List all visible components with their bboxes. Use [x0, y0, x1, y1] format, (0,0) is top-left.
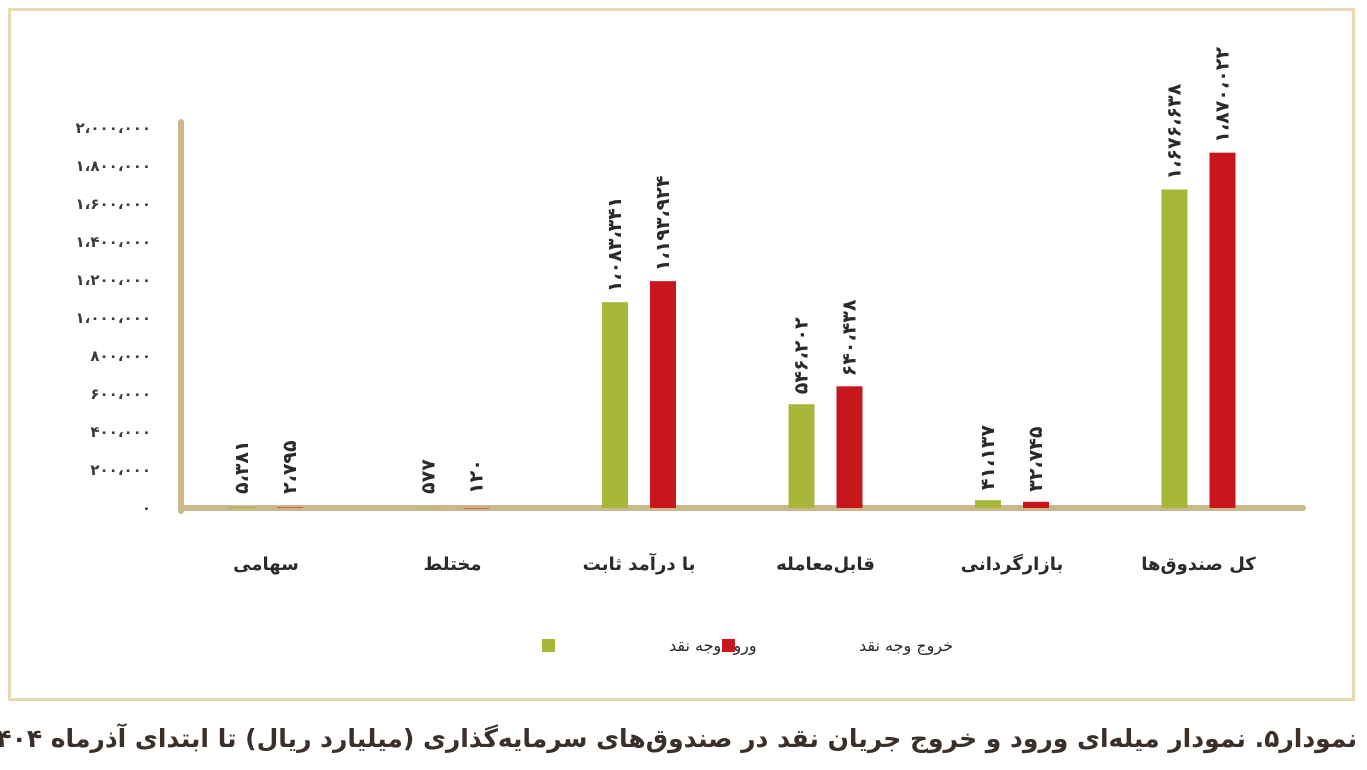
- y-tick-label: ۱،۸۰۰،۰۰۰: [76, 157, 151, 175]
- data-label: ۵۴۶،۲۰۲: [791, 317, 813, 394]
- chart-frame: ۰ ۲۰۰،۰۰۰ ۴۰۰،۰۰۰ ۶۰۰،۰۰۰ ۸۰۰،۰۰۰ ۱،۰۰۰،۰۰۰ ۱،…: [8, 8, 1355, 701]
- bar: [277, 507, 303, 508]
- bar-chart: ۰ ۲۰۰،۰۰۰ ۴۰۰،۰۰۰ ۶۰۰،۰۰۰ ۸۰۰،۰۰۰ ۱،۰۰۰،۰۰۰ ۱،…: [76, 47, 1306, 656]
- data-label: ۵۷۷: [418, 459, 440, 494]
- y-tick-label: ۶۰۰،۰۰۰: [90, 385, 151, 403]
- bar: [229, 506, 255, 508]
- x-tick-label: بازارگردانی: [961, 553, 1063, 575]
- data-label: ۶۴۰،۴۳۸: [839, 299, 861, 376]
- data-label: ۴۱،۱۳۷: [977, 425, 999, 491]
- y-tick-label: ۲۰۰،۰۰۰: [90, 461, 151, 479]
- y-tick-label: ۰: [142, 499, 151, 517]
- bar: [415, 507, 442, 509]
- y-tick-label: ۱،۶۰۰،۰۰۰: [76, 195, 151, 213]
- data-label: ۲،۷۹۵: [279, 440, 301, 494]
- x-tick-label: با درآمد ثابت: [583, 552, 696, 575]
- data-label: ۱،۶۷۶،۶۳۸: [1164, 83, 1186, 179]
- bar: [1161, 189, 1188, 508]
- bar: [1023, 501, 1049, 508]
- legend-label: خروج وجه نقد: [859, 636, 953, 656]
- legend-label: ورود وجه نقد: [669, 636, 757, 656]
- bar: [602, 302, 628, 508]
- x-tick-label: قابل‌معامله: [776, 554, 875, 575]
- y-tick-label: ۱،۰۰۰،۰۰۰: [76, 309, 151, 327]
- chart-caption: نمودار۵. نمودار میله‌ای ورود و خروج جریا…: [0, 724, 1357, 753]
- bar: [788, 404, 815, 508]
- bar: [975, 500, 1001, 508]
- data-label: ۱،۰۸۳،۳۴۱: [604, 197, 626, 293]
- data-label: ۱،۸۷۰،۰۲۲: [1212, 47, 1234, 143]
- legend-swatch: [722, 639, 735, 652]
- bar: [650, 281, 676, 508]
- y-tick-label: ۲،۰۰۰،۰۰۰: [76, 119, 151, 137]
- bar: [463, 507, 490, 509]
- legend-swatch: [542, 639, 555, 652]
- bar: [1209, 152, 1236, 509]
- data-label: ۵،۳۸۱: [231, 440, 253, 494]
- data-label: ۱،۱۹۳،۹۲۴: [652, 176, 674, 272]
- bar: [836, 386, 863, 508]
- y-tick-label: ۴۰۰،۰۰۰: [90, 423, 151, 441]
- x-tick-label: سهامی: [233, 554, 299, 575]
- y-tick-label: ۱،۲۰۰،۰۰۰: [76, 271, 151, 289]
- data-label: ۱۲۰: [466, 459, 488, 494]
- x-tick-label: کل صندوق‌ها: [1141, 554, 1256, 575]
- data-label: ۳۲،۷۴۵: [1025, 426, 1047, 492]
- x-tick-label: مختلط: [423, 554, 481, 575]
- y-tick-label: ۱،۴۰۰،۰۰۰: [76, 233, 151, 251]
- y-tick-label: ۸۰۰،۰۰۰: [90, 347, 151, 365]
